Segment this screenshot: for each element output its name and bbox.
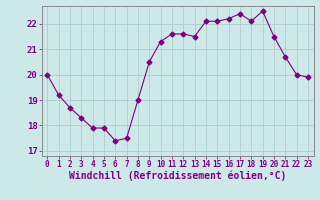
X-axis label: Windchill (Refroidissement éolien,°C): Windchill (Refroidissement éolien,°C) <box>69 171 286 181</box>
